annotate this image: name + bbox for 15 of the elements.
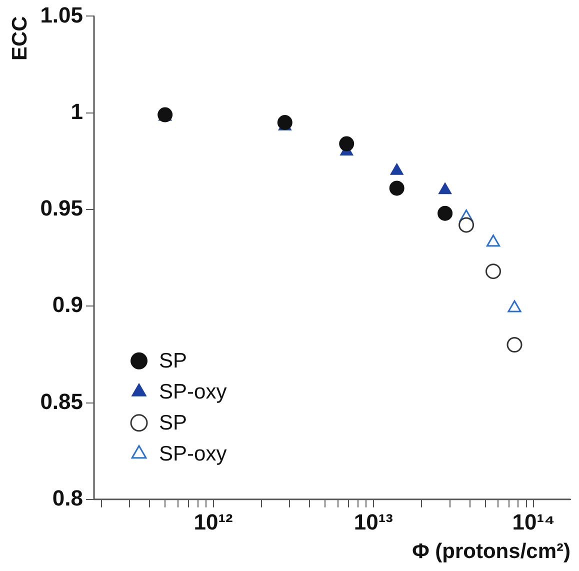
x-tick-label: 10¹³ bbox=[354, 510, 394, 535]
x-tick-label: 10¹⁴ bbox=[512, 510, 555, 535]
y-tick-label: 0.85 bbox=[40, 388, 84, 414]
y-tick-label: 1.05 bbox=[40, 2, 84, 28]
y-tick-label: 1 bbox=[70, 98, 84, 124]
y-tick-label: 0.9 bbox=[52, 292, 84, 318]
legend-label: SP bbox=[159, 412, 188, 435]
y-axis-title: ECC bbox=[8, 16, 32, 61]
x-tick-label: 10¹² bbox=[194, 510, 233, 535]
legend-label: SP-oxy bbox=[159, 442, 228, 466]
legend-label: SP bbox=[159, 350, 188, 373]
legend-label: SP-oxy bbox=[159, 380, 228, 404]
y-tick-label: 0.95 bbox=[40, 196, 84, 221]
x-axis-title: Φ (protons/cm²) bbox=[412, 540, 570, 564]
y-tick-label: 0.8 bbox=[52, 485, 84, 510]
